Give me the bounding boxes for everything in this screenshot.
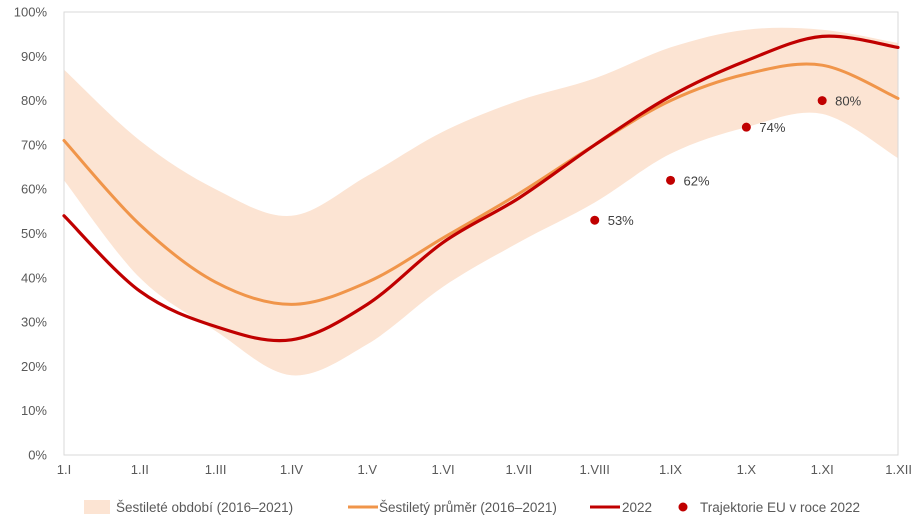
eu-point-label: 53%	[608, 213, 634, 228]
x-tick-label: 1.II	[131, 462, 149, 477]
x-tick-label: 1.VI	[432, 462, 455, 477]
series-layer	[62, 34, 900, 343]
x-tick-label: 1.IX	[659, 462, 682, 477]
eu-point	[817, 96, 827, 106]
legend-label-band: Šestileté období (2016–2021)	[116, 500, 293, 515]
legend-label-2022: 2022	[622, 500, 652, 515]
eu-point	[666, 175, 676, 185]
y-tick-label: 80%	[21, 93, 47, 108]
y-tick-label: 20%	[21, 359, 47, 374]
x-tick-label: 1.XII	[885, 462, 912, 477]
range-band-layer	[64, 27, 898, 376]
y-tick-label: 60%	[21, 182, 47, 197]
x-tick-label: 1.XI	[811, 462, 834, 477]
legend-swatch-eu-trajectory	[678, 502, 688, 512]
x-tick-label: 1.III	[205, 462, 227, 477]
y-tick-label: 0%	[28, 448, 47, 463]
y-tick-label: 50%	[21, 226, 47, 241]
y-tick-label: 70%	[21, 137, 47, 152]
y-axis: 0% 10% 20% 30% 40% 50% 60% 70% 80% 90% 100%	[14, 5, 48, 463]
legend-swatch-band	[84, 500, 110, 514]
eu-points-layer: 53% 62% 74% 80%	[590, 94, 862, 228]
legend: Šestileté období (2016–2021) Šestiletý p…	[84, 500, 860, 515]
plot-area-border	[63, 11, 899, 456]
eu-point-label: 62%	[684, 173, 710, 188]
y-tick-label: 30%	[21, 315, 47, 330]
range-band	[64, 27, 898, 376]
x-tick-label: 1.I	[57, 462, 71, 477]
y-tick-label: 40%	[21, 270, 47, 285]
eu-point	[741, 122, 751, 132]
x-tick-label: 1.V	[358, 462, 378, 477]
y-tick-label: 90%	[21, 49, 47, 64]
series-line-average	[62, 62, 900, 306]
eu-point-label: 74%	[759, 120, 785, 135]
y-tick-label: 100%	[14, 5, 48, 20]
series-line-2022	[62, 34, 900, 343]
x-tick-label: 1.VIII	[580, 462, 610, 477]
eu-point-label: 80%	[835, 94, 861, 109]
y-tick-label: 10%	[21, 403, 47, 418]
x-axis: 1.I 1.II 1.III 1.IV 1.V 1.VI 1.VII 1.VIII 1.IX 1.…	[57, 462, 912, 477]
x-tick-label: 1.VII	[506, 462, 533, 477]
legend-label-eu-trajectory: Trajektorie EU v roce 2022	[700, 500, 860, 515]
legend-label-average: Šestiletý průměr (2016–2021)	[379, 500, 557, 515]
eu-point	[590, 215, 600, 225]
x-tick-label: 1.X	[737, 462, 757, 477]
x-tick-label: 1.IV	[280, 462, 303, 477]
